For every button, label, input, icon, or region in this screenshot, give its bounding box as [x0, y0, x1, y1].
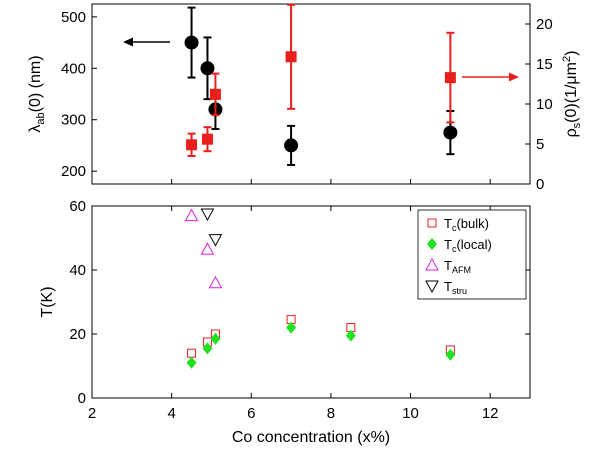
left-y-tick-label: 200 [61, 163, 86, 180]
left-y-tick-label: 500 [61, 9, 86, 26]
right-y-tick-label: 20 [536, 16, 553, 33]
x-tick-label: 12 [482, 405, 499, 422]
bottom-ticks: 0 20 40 60 2 4 6 8 10 12 [69, 198, 530, 422]
legend-marker-AFM [425, 257, 439, 271]
legend-rows: Tc(bulk) Tc(local) TAFM Tstru [425, 216, 492, 296]
series-c-point [345, 329, 356, 342]
legend-marker-stru [425, 280, 439, 294]
x-tick-label: 2 [88, 405, 96, 422]
bottom-plot-frame [91, 205, 531, 399]
right-axis-label-rest: (0)(1/μm [563, 62, 580, 123]
right-axis-label-main: ρ [563, 128, 580, 137]
legend-label-c: Tc(bulk) [444, 216, 489, 233]
bottom-marks [184, 208, 456, 369]
lambda-point [184, 35, 199, 50]
series-c-point [286, 321, 297, 334]
series-c-point [210, 332, 221, 345]
right-axis-label-sup: 2 [561, 56, 573, 62]
legend-marker-c [427, 238, 437, 250]
rho-point [186, 139, 198, 151]
series-AFM-point [184, 208, 199, 222]
left-axis-label: λab(0) (nm) [27, 55, 47, 132]
rho-point [201, 133, 213, 145]
x-tick-label: 4 [167, 405, 175, 422]
lambda-point [200, 61, 215, 76]
series-c-point [445, 348, 456, 361]
left-axis-label-main: λ [27, 125, 44, 133]
bottom-panel: 0 20 40 60 2 4 6 8 10 12 T(K) Co concentration (x… [39, 198, 531, 446]
right-arrow-head [509, 72, 519, 82]
top-ticks: 200 300 400 500 0 5 10 15 20 [61, 9, 553, 193]
series-c-point [187, 348, 197, 358]
legend-marker-c [427, 218, 437, 228]
top-plot-frame [91, 3, 531, 185]
series-AFM-point [200, 242, 215, 255]
x-tick-label: 10 [402, 405, 419, 422]
rho-point [444, 72, 456, 84]
top-panel: 200 300 400 500 0 5 10 15 20 λab(0) (nm) ρs(0)(1… [27, 3, 583, 193]
legend: Tc(bulk) Tc(local) TAFM Tstru [417, 209, 527, 300]
bottom-y-tick-label: 0 [78, 390, 86, 407]
right-axis-label-sub: s [571, 122, 583, 128]
left-axis-label-rest: (0) (nm) [27, 55, 44, 112]
legend-label-AFM: TAFM [444, 258, 471, 275]
lambda-point [443, 125, 458, 140]
right-axis-label-end: ) [563, 51, 580, 56]
left-y-tick-label: 400 [61, 60, 86, 77]
series-c-point [186, 356, 197, 369]
legend-label-c: Tc(local) [444, 237, 492, 254]
right-y-tick-label: 10 [536, 96, 553, 113]
series-stru-point [208, 234, 223, 247]
right-y-tick-label: 0 [536, 176, 544, 193]
left-arrow-head [123, 37, 133, 47]
bottom-y-axis-label: T(K) [39, 286, 56, 317]
right-axis-label: ρs(0)(1/μm2) [561, 51, 583, 138]
rho-point [209, 88, 221, 100]
top-marks [184, 3, 458, 166]
x-tick-label: 8 [327, 405, 335, 422]
left-y-tick-label: 300 [61, 112, 86, 129]
rho-point [285, 51, 297, 63]
series-AFM-point [208, 275, 223, 289]
bottom-y-tick-label: 20 [69, 326, 86, 343]
left-axis-label-sub: ab [35, 112, 47, 124]
right-y-tick-label: 5 [536, 136, 544, 153]
bottom-y-tick-label: 60 [69, 198, 86, 215]
lambda-point [284, 138, 299, 153]
legend-label-stru: Tstru [444, 279, 467, 296]
x-tick-label: 6 [247, 405, 255, 422]
top-arrows [123, 37, 519, 82]
series-stru-point [200, 208, 215, 222]
right-y-tick-label: 15 [536, 56, 553, 73]
bottom-y-tick-label: 40 [69, 262, 86, 279]
x-axis-label: Co concentration (x%) [232, 429, 390, 446]
series-c-point [202, 342, 213, 355]
